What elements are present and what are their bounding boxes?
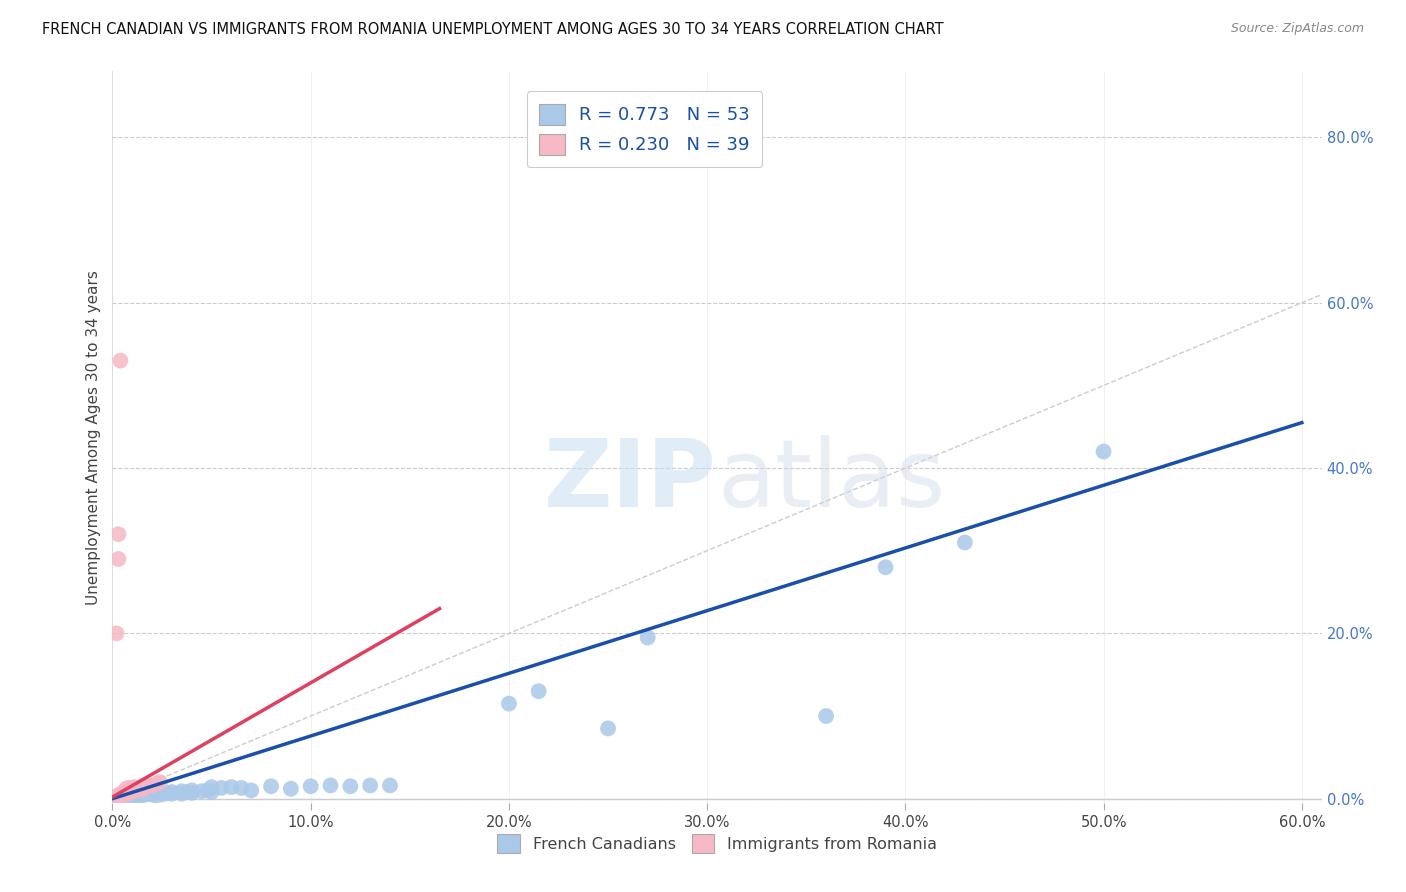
Point <box>180 786 202 800</box>
Point <box>120 785 142 799</box>
Point <box>150 788 173 802</box>
Point <box>299 779 322 793</box>
Point <box>121 780 143 795</box>
Point <box>117 789 139 804</box>
Point <box>134 780 156 794</box>
Point <box>115 781 138 796</box>
Point <box>160 785 183 799</box>
Point <box>145 786 167 800</box>
Point <box>197 783 219 797</box>
Point <box>110 353 132 368</box>
Point <box>111 789 134 803</box>
Point <box>339 779 361 793</box>
Point <box>141 788 163 802</box>
Point <box>112 788 135 802</box>
Point <box>107 789 129 804</box>
Point <box>211 780 233 795</box>
Point <box>180 783 202 797</box>
Point <box>107 552 129 566</box>
Point <box>131 779 153 793</box>
Point <box>127 781 149 796</box>
Point <box>120 782 142 797</box>
Point <box>112 786 135 800</box>
Point <box>110 790 132 805</box>
Point <box>117 786 139 800</box>
Point <box>125 789 148 803</box>
Point <box>115 783 138 797</box>
Text: FRENCH CANADIAN VS IMMIGRANTS FROM ROMANIA UNEMPLOYMENT AMONG AGES 30 TO 34 YEAR: FRENCH CANADIAN VS IMMIGRANTS FROM ROMAN… <box>42 22 943 37</box>
Text: ZIP: ZIP <box>544 435 717 527</box>
Point <box>145 777 167 791</box>
Point <box>131 789 153 803</box>
Point <box>121 789 143 804</box>
Point <box>134 788 156 802</box>
Point <box>115 787 138 801</box>
Point <box>1092 444 1115 458</box>
Point <box>280 781 302 796</box>
Point <box>200 785 222 799</box>
Point <box>110 789 132 804</box>
Point <box>156 786 179 800</box>
Point <box>231 780 253 795</box>
Point <box>127 788 149 802</box>
Point <box>190 784 212 798</box>
Point <box>260 779 283 793</box>
Point <box>117 780 139 795</box>
Point <box>120 789 142 803</box>
Point <box>105 790 128 805</box>
Point <box>170 787 193 801</box>
Point <box>111 789 134 803</box>
Point <box>115 785 138 799</box>
Point <box>117 783 139 797</box>
Text: Source: ZipAtlas.com: Source: ZipAtlas.com <box>1230 22 1364 36</box>
Point <box>105 790 128 805</box>
Point <box>125 782 148 797</box>
Point <box>637 631 659 645</box>
Point <box>596 722 619 736</box>
Point <box>107 527 129 541</box>
Point <box>953 535 976 549</box>
Point <box>107 789 129 803</box>
Point <box>319 779 342 793</box>
Point <box>124 780 146 794</box>
Point <box>170 784 193 798</box>
Point <box>111 786 134 800</box>
Point <box>121 784 143 798</box>
Point <box>111 787 134 801</box>
Point <box>129 780 152 795</box>
Point <box>359 779 381 793</box>
Point <box>107 789 129 804</box>
Point <box>221 780 243 794</box>
Point <box>527 684 550 698</box>
Point <box>131 787 153 801</box>
Point <box>240 783 263 797</box>
Point <box>112 784 135 798</box>
Point <box>105 626 128 640</box>
Text: atlas: atlas <box>717 435 945 527</box>
Point <box>141 787 163 801</box>
Point <box>141 779 163 793</box>
Point <box>136 787 159 801</box>
Y-axis label: Unemployment Among Ages 30 to 34 years: Unemployment Among Ages 30 to 34 years <box>86 269 101 605</box>
Point <box>112 789 135 804</box>
Legend: French Canadians, Immigrants from Romania: French Canadians, Immigrants from Romani… <box>489 826 945 861</box>
Point <box>131 782 153 797</box>
Point <box>150 785 173 799</box>
Point <box>160 787 183 801</box>
Point <box>498 697 520 711</box>
Point <box>110 788 132 802</box>
Point <box>177 785 200 799</box>
Point <box>124 783 146 797</box>
Point <box>145 789 167 803</box>
Point <box>815 709 838 723</box>
Point <box>112 785 135 799</box>
Point <box>149 775 172 789</box>
Point <box>875 560 897 574</box>
Point <box>121 788 143 802</box>
Point <box>136 779 159 793</box>
Point <box>115 788 138 802</box>
Point <box>378 779 401 793</box>
Point <box>200 780 222 794</box>
